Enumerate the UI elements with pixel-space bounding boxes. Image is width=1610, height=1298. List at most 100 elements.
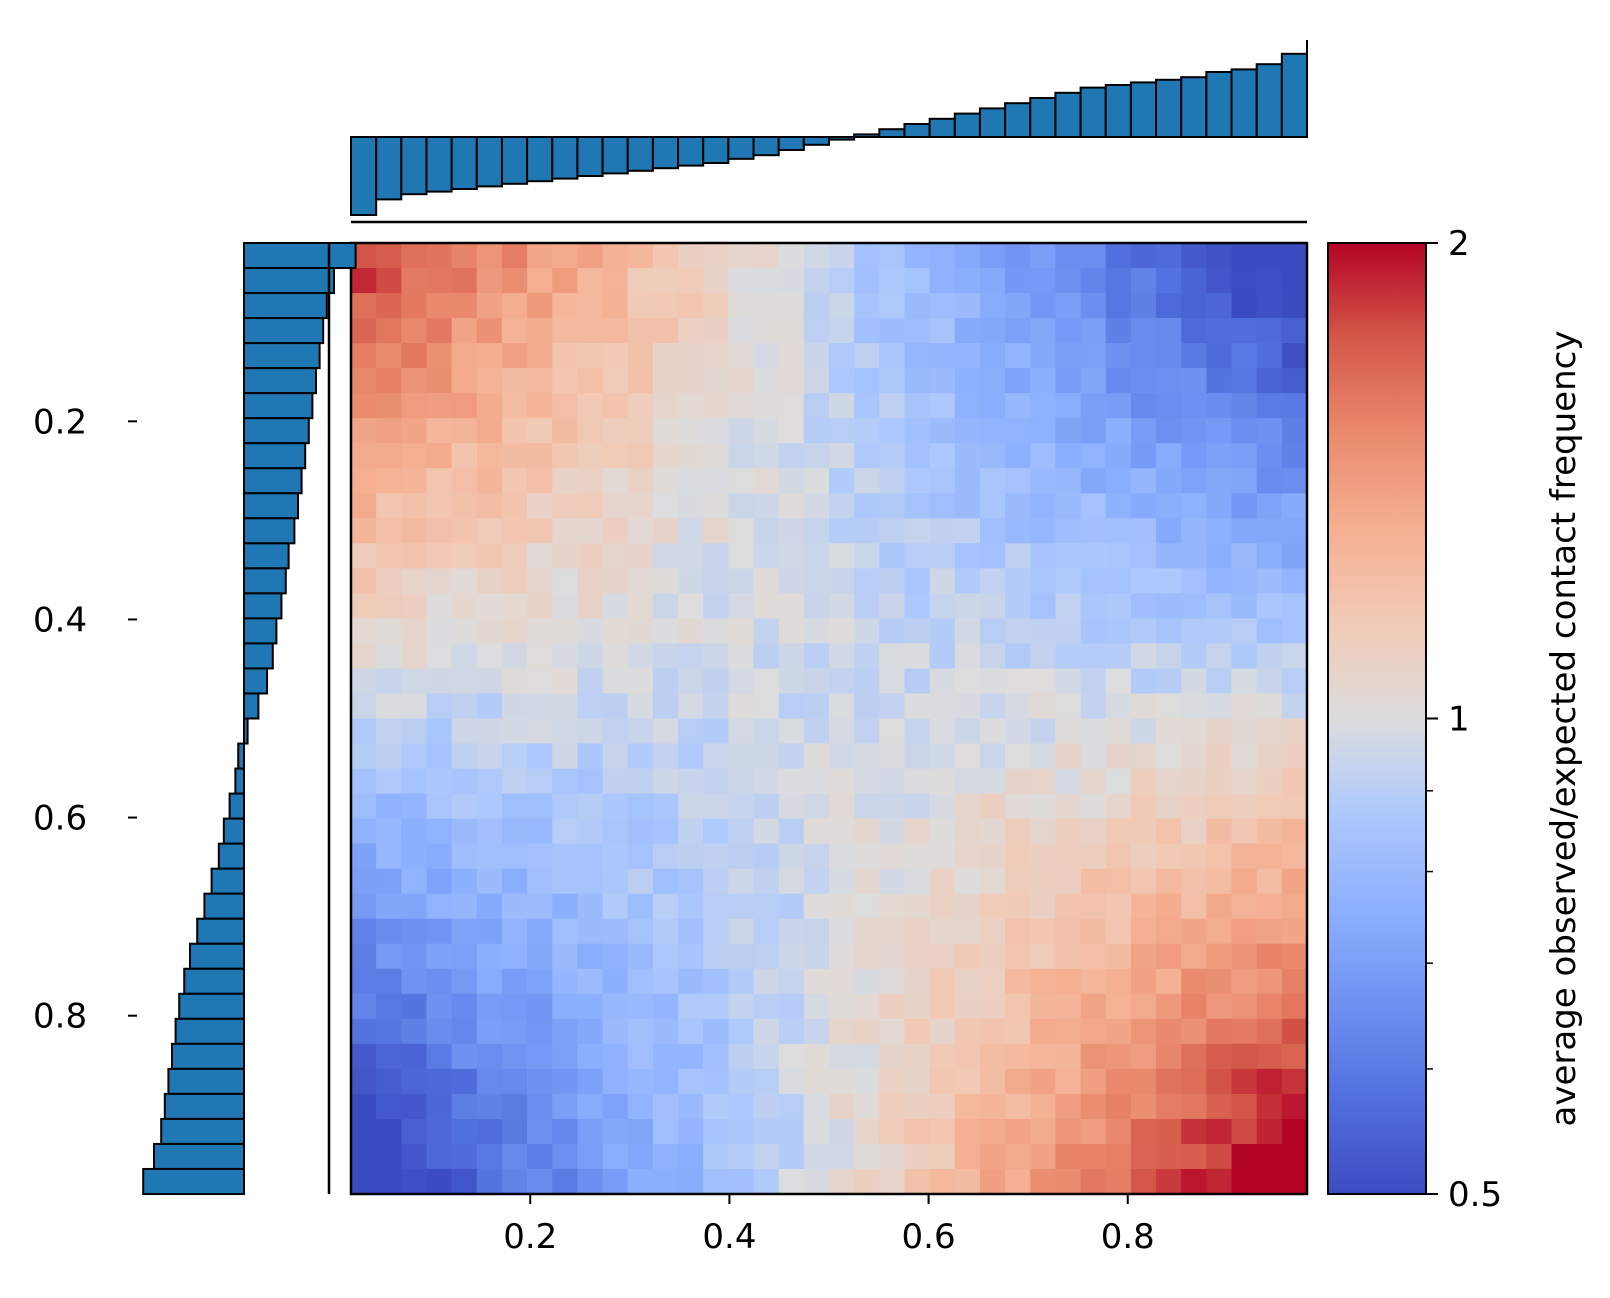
- heatmap-cell: [879, 393, 906, 419]
- heatmap-cell: [1080, 793, 1107, 820]
- heatmap-cell: [577, 893, 604, 920]
- heatmap-cell: [1181, 568, 1207, 594]
- heatmap-cell: [678, 993, 704, 1020]
- heatmap-cell: [552, 543, 579, 569]
- heatmap-cell: [1130, 493, 1157, 519]
- heatmap-cell: [426, 618, 453, 645]
- heatmap-cell: [376, 843, 402, 870]
- heatmap-cell: [829, 943, 855, 970]
- heatmap-cell: [904, 743, 931, 770]
- heatmap-cell: [1030, 718, 1057, 745]
- heatmap-cell: [1281, 268, 1308, 294]
- heatmap-cell: [728, 568, 755, 594]
- heatmap-cell: [678, 968, 704, 995]
- heatmap-cell: [501, 793, 528, 820]
- heatmap-cell: [954, 343, 981, 369]
- heatmap-cell: [1105, 493, 1132, 519]
- heatmap-cell: [703, 768, 729, 795]
- heatmap-cell: [602, 893, 629, 920]
- heatmap-cell: [451, 268, 478, 294]
- left-marginal-bar: [243, 417, 310, 445]
- heatmap-cell: [401, 443, 428, 469]
- heatmap-cell: [652, 343, 679, 369]
- heatmap-cell: [1030, 393, 1057, 419]
- heatmap-cell: [602, 1043, 629, 1070]
- heatmap-cell: [527, 243, 553, 269]
- left-marginal-bar: [243, 442, 307, 470]
- heatmap-cell: [527, 418, 553, 444]
- heatmap-cell: [527, 268, 553, 294]
- heatmap-cell: [1231, 718, 1258, 745]
- heatmap-cell: [703, 743, 729, 770]
- heatmap-cell: [552, 993, 579, 1020]
- heatmap-cell: [753, 1168, 780, 1195]
- heatmap-cell: [728, 443, 755, 469]
- heatmap-cell: [527, 293, 553, 319]
- heatmap-cell: [904, 443, 931, 469]
- heatmap-cell: [929, 868, 956, 895]
- heatmap-cell: [904, 793, 931, 820]
- heatmap-cell: [1281, 393, 1308, 419]
- heatmap-cell: [1105, 268, 1132, 294]
- heatmap-cell: [1055, 343, 1082, 369]
- heatmap-cell: [351, 618, 377, 645]
- heatmap-cell: [1281, 543, 1308, 569]
- heatmap-cell: [929, 1168, 956, 1195]
- heatmap-cell: [1005, 693, 1031, 720]
- heatmap-cell: [803, 943, 830, 970]
- heatmap-cell: [954, 393, 981, 419]
- heatmap-cell: [954, 743, 981, 770]
- heatmap-cell: [1181, 368, 1207, 394]
- top-marginal-bar: [1004, 102, 1032, 138]
- heatmap-cell: [501, 768, 528, 795]
- heatmap-cell: [703, 1168, 729, 1195]
- heatmap-cell: [1256, 968, 1283, 995]
- heatmap-cell: [829, 1118, 855, 1145]
- heatmap-cell: [1005, 818, 1031, 845]
- heatmap-cell: [803, 343, 830, 369]
- heatmap-cell: [929, 893, 956, 920]
- heatmap-cell: [527, 693, 553, 720]
- heatmap-cell: [829, 568, 855, 594]
- heatmap-cell: [1005, 643, 1031, 670]
- heatmap-cell: [678, 918, 704, 945]
- heatmap-cell: [401, 568, 428, 594]
- heatmap-cell: [652, 593, 679, 619]
- heatmap-cell: [829, 743, 855, 770]
- heatmap-cell: [703, 993, 729, 1020]
- heatmap-cell: [904, 243, 931, 269]
- heatmap-cell: [527, 568, 553, 594]
- heatmap-cell: [1181, 618, 1207, 645]
- heatmap-cell: [803, 318, 830, 344]
- x-tick-label: 0.2: [503, 1217, 557, 1257]
- heatmap-cell: [602, 993, 629, 1020]
- heatmap-cell: [728, 593, 755, 619]
- heatmap-cell: [1206, 1018, 1233, 1045]
- heatmap-cell: [476, 268, 503, 294]
- heatmap-cell: [627, 568, 654, 594]
- heatmap-cell: [1231, 368, 1258, 394]
- heatmap-cell: [451, 918, 478, 945]
- heatmap-cell: [501, 1168, 528, 1195]
- heatmap-cell: [1156, 643, 1182, 670]
- heatmap-cell: [1055, 868, 1082, 895]
- heatmap-cell: [879, 268, 906, 294]
- heatmap-cell: [879, 893, 906, 920]
- heatmap-cell: [1281, 843, 1308, 870]
- heatmap-cell: [954, 893, 981, 920]
- heatmap-cell: [1030, 918, 1057, 945]
- heatmap-cell: [426, 443, 453, 469]
- heatmap-cell: [501, 293, 528, 319]
- heatmap-cell: [879, 843, 906, 870]
- heatmap-cell: [1206, 843, 1233, 870]
- heatmap-cell: [904, 1043, 931, 1070]
- heatmap-cell: [602, 393, 629, 419]
- heatmap-cell: [1080, 593, 1107, 619]
- heatmap-cell: [652, 293, 679, 319]
- heatmap-cell: [627, 318, 654, 344]
- heatmap-cell: [728, 543, 755, 569]
- heatmap-cell: [1256, 768, 1283, 795]
- heatmap-cell: [753, 918, 780, 945]
- heatmap-cell: [1055, 318, 1082, 344]
- heatmap-cell: [401, 768, 428, 795]
